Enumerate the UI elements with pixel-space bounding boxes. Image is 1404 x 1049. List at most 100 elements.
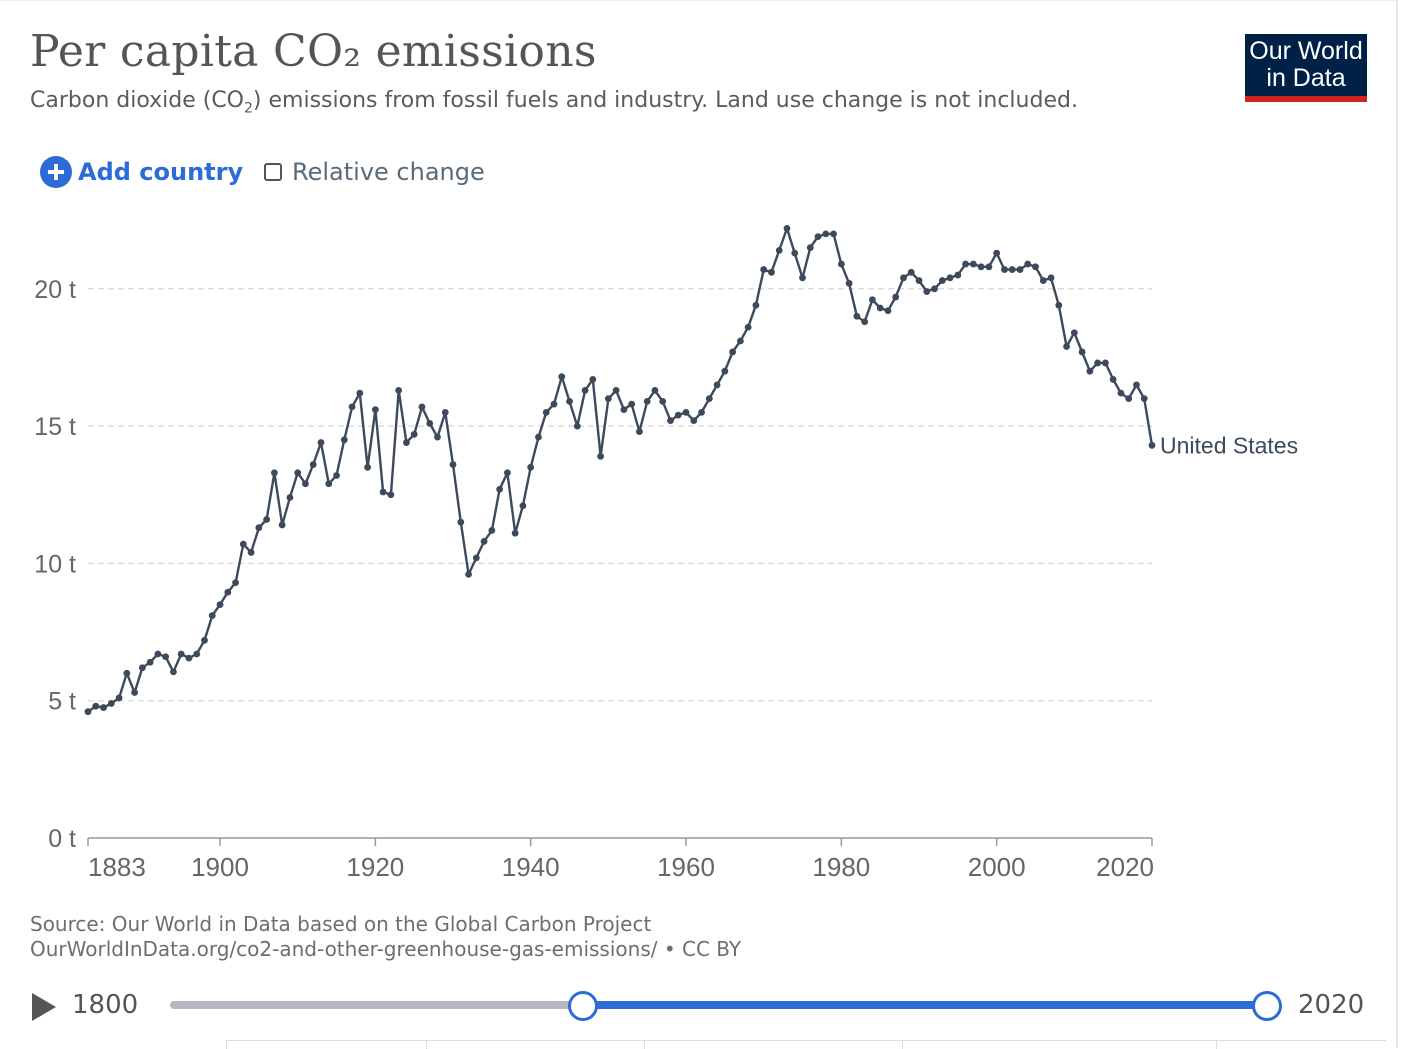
data-point[interactable]: [519, 502, 527, 510]
add-country-button[interactable]: Add country: [40, 156, 243, 188]
data-point[interactable]: [535, 433, 542, 441]
data-point[interactable]: [1125, 395, 1133, 403]
data-point[interactable]: [457, 518, 465, 526]
data-point[interactable]: [488, 527, 496, 534]
data-point[interactable]: [589, 376, 597, 383]
data-point[interactable]: [201, 636, 208, 644]
data-point[interactable]: [884, 307, 892, 315]
data-point[interactable]: [977, 263, 985, 271]
data-point[interactable]: [434, 433, 441, 441]
owid-logo[interactable]: Our World in Data: [1245, 34, 1367, 102]
data-point[interactable]: [674, 411, 682, 419]
data-point[interactable]: [1133, 381, 1140, 389]
data-point[interactable]: [690, 417, 698, 425]
data-point[interactable]: [744, 323, 752, 331]
data-point[interactable]: [309, 461, 317, 468]
data-point[interactable]: [371, 406, 379, 414]
data-point[interactable]: [1109, 376, 1117, 383]
data-point[interactable]: [752, 301, 760, 309]
data-point[interactable]: [1008, 266, 1016, 273]
data-point[interactable]: [938, 277, 946, 284]
data-point[interactable]: [441, 408, 449, 416]
data-point[interactable]: [131, 689, 138, 696]
data-point[interactable]: [1086, 367, 1094, 375]
timeline-selected-range[interactable]: [582, 1001, 1266, 1009]
data-point[interactable]: [472, 554, 480, 562]
data-point[interactable]: [123, 669, 131, 677]
data-point[interactable]: [379, 488, 387, 496]
data-point[interactable]: [232, 579, 239, 587]
data-point[interactable]: [1055, 301, 1063, 309]
data-point[interactable]: [216, 601, 224, 608]
data-point[interactable]: [1070, 329, 1078, 337]
data-point[interactable]: [146, 658, 154, 666]
data-point[interactable]: [426, 419, 434, 427]
data-point[interactable]: [806, 244, 814, 252]
data-point[interactable]: [837, 260, 845, 268]
data-point[interactable]: [566, 397, 573, 405]
data-point[interactable]: [923, 288, 931, 295]
data-point[interactable]: [465, 570, 472, 578]
data-point[interactable]: [1047, 274, 1055, 282]
data-point[interactable]: [612, 387, 620, 394]
data-point[interactable]: [170, 668, 177, 676]
data-point[interactable]: [931, 285, 938, 293]
data-point[interactable]: [550, 400, 558, 408]
data-point[interactable]: [247, 549, 255, 556]
data-point[interactable]: [333, 472, 340, 479]
data-point[interactable]: [799, 274, 806, 282]
data-point[interactable]: [783, 224, 791, 232]
data-point[interactable]: [876, 304, 884, 312]
data-point[interactable]: [636, 428, 643, 435]
data-point[interactable]: [628, 400, 636, 408]
data-point[interactable]: [224, 588, 232, 596]
data-point[interactable]: [721, 367, 729, 375]
timeline-start-handle[interactable]: [568, 991, 598, 1021]
data-point[interactable]: [946, 274, 954, 282]
data-point[interactable]: [395, 387, 403, 394]
data-point[interactable]: [915, 277, 923, 284]
data-point[interactable]: [698, 408, 705, 416]
relative-change-toggle[interactable]: Relative change: [264, 158, 485, 186]
data-point[interactable]: [775, 246, 783, 254]
data-point[interactable]: [449, 461, 457, 468]
data-point[interactable]: [177, 650, 185, 658]
data-point[interactable]: [317, 439, 325, 446]
data-point[interactable]: [558, 373, 566, 381]
data-point[interactable]: [1016, 266, 1024, 273]
data-point[interactable]: [302, 480, 309, 488]
data-point[interactable]: [364, 463, 371, 471]
data-point[interactable]: [1148, 441, 1156, 449]
data-point[interactable]: [907, 268, 915, 276]
data-point[interactable]: [682, 408, 690, 416]
data-point[interactable]: [138, 664, 146, 672]
data-point[interactable]: [969, 260, 977, 268]
data-point[interactable]: [597, 452, 604, 460]
data-point[interactable]: [480, 538, 488, 545]
data-point[interactable]: [1117, 389, 1125, 397]
data-point[interactable]: [900, 274, 907, 282]
data-point[interactable]: [1024, 260, 1032, 268]
data-point[interactable]: [92, 702, 100, 710]
data-point[interactable]: [1094, 359, 1102, 367]
data-point[interactable]: [115, 694, 123, 702]
data-point[interactable]: [760, 266, 768, 273]
data-point[interactable]: [154, 650, 162, 658]
timeline-end-handle[interactable]: [1252, 991, 1282, 1021]
data-point[interactable]: [1001, 266, 1008, 273]
data-point[interactable]: [286, 494, 294, 501]
data-point[interactable]: [185, 654, 193, 662]
data-point[interactable]: [705, 395, 713, 403]
data-point[interactable]: [651, 387, 659, 394]
data-point[interactable]: [278, 521, 286, 529]
data-point[interactable]: [993, 249, 1001, 257]
data-point[interactable]: [620, 406, 628, 414]
data-point[interactable]: [830, 230, 837, 238]
data-point[interactable]: [503, 469, 511, 477]
data-point[interactable]: [410, 430, 418, 438]
data-point[interactable]: [263, 516, 271, 523]
data-point[interactable]: [962, 260, 970, 268]
data-point[interactable]: [193, 650, 201, 658]
data-point[interactable]: [713, 381, 721, 389]
data-point[interactable]: [356, 389, 364, 397]
